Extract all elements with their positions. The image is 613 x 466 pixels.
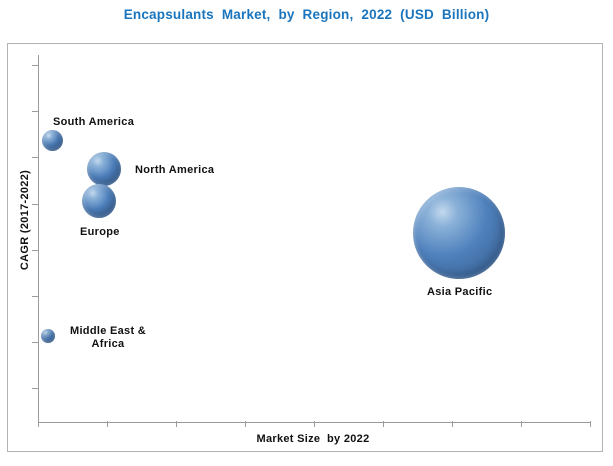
y-axis-tick: [31, 203, 38, 205]
x-axis-tick: [382, 421, 384, 427]
plot-frame: [7, 43, 603, 452]
chart-title: Encapsulants Market, by Region, 2022 (US…: [123, 7, 490, 22]
bubble-label-south-america: South America: [53, 116, 135, 128]
x-axis-title: Market Size by 2022: [256, 433, 370, 445]
x-axis-tick: [175, 421, 177, 427]
bubble-north-america: [86, 152, 121, 187]
x-axis-tick: [451, 421, 453, 427]
bubble-label-middle-east-africa: Middle East & Africa: [69, 325, 147, 350]
bubble-middle-east-africa: [40, 329, 55, 344]
bubble-label-asia-pacific: Asia Pacific: [427, 286, 493, 298]
y-axis-line: [37, 55, 39, 422]
x-axis-tick: [590, 421, 591, 427]
y-axis-title: CAGR (2017-2022): [19, 169, 31, 271]
x-axis-tick: [520, 421, 522, 427]
x-axis-tick: [313, 421, 315, 427]
bubble-label-north-america: North America: [135, 164, 215, 176]
y-axis-tick: [31, 249, 38, 251]
y-axis-tick: [31, 111, 38, 113]
y-axis-tick: [31, 342, 38, 344]
bubble-south-america: [42, 130, 64, 152]
x-axis-tick: [37, 421, 39, 427]
bubble-europe: [81, 184, 116, 219]
bubble-asia-pacific: [412, 186, 505, 279]
x-axis-tick: [244, 421, 246, 427]
y-axis-tick: [31, 157, 38, 159]
y-axis-tick: [31, 296, 38, 297]
y-axis-tick: [31, 65, 38, 66]
bubble-label-europe: Europe: [80, 226, 120, 238]
x-axis-tick: [106, 421, 108, 427]
y-axis-tick: [31, 388, 38, 390]
